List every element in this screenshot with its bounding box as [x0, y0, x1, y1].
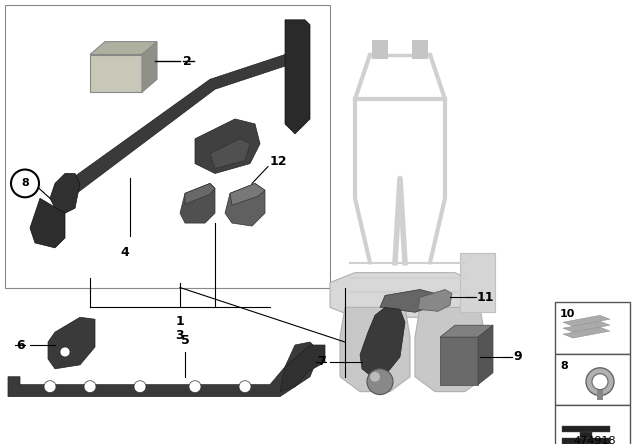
Circle shape	[239, 381, 251, 392]
Text: 12: 12	[270, 155, 287, 168]
Polygon shape	[563, 321, 610, 332]
Bar	[597, 382, 603, 400]
Text: 474918: 474918	[573, 436, 616, 446]
Circle shape	[367, 369, 393, 395]
Circle shape	[189, 381, 201, 392]
Text: 8: 8	[560, 361, 568, 371]
Text: 11: 11	[477, 291, 495, 304]
Polygon shape	[90, 42, 157, 55]
Polygon shape	[8, 342, 320, 396]
Circle shape	[370, 372, 380, 382]
Bar	[555, 302, 630, 354]
Polygon shape	[210, 139, 250, 168]
Text: 10: 10	[560, 309, 575, 319]
Text: 6: 6	[17, 339, 25, 352]
Bar	[5, 5, 330, 288]
Circle shape	[586, 368, 614, 396]
Polygon shape	[142, 42, 157, 92]
Polygon shape	[330, 273, 475, 317]
Polygon shape	[185, 183, 215, 204]
Bar	[460, 253, 495, 312]
Polygon shape	[48, 317, 95, 369]
Bar	[555, 354, 630, 405]
Polygon shape	[478, 325, 493, 385]
Text: 2: 2	[183, 55, 192, 68]
Circle shape	[11, 169, 39, 197]
Bar	[440, 337, 478, 385]
Polygon shape	[230, 183, 265, 205]
Circle shape	[60, 347, 70, 357]
Polygon shape	[225, 183, 265, 226]
Polygon shape	[30, 198, 65, 248]
Polygon shape	[563, 315, 610, 326]
Polygon shape	[180, 183, 215, 223]
Bar	[555, 405, 630, 448]
Polygon shape	[418, 289, 452, 311]
Polygon shape	[285, 20, 310, 134]
Bar	[372, 40, 388, 60]
Polygon shape	[415, 307, 485, 392]
Circle shape	[84, 381, 96, 392]
Polygon shape	[563, 327, 610, 338]
Polygon shape	[440, 325, 493, 337]
Polygon shape	[360, 307, 405, 377]
Polygon shape	[562, 426, 610, 444]
Text: 9: 9	[513, 350, 522, 363]
Polygon shape	[340, 307, 410, 392]
Polygon shape	[50, 173, 80, 213]
Text: 4: 4	[120, 246, 129, 259]
Polygon shape	[195, 119, 260, 173]
Bar	[90, 55, 142, 92]
Text: 1: 1	[175, 315, 184, 328]
Circle shape	[592, 374, 608, 390]
Circle shape	[134, 381, 146, 392]
Text: 7: 7	[317, 355, 326, 368]
Polygon shape	[55, 55, 290, 210]
Polygon shape	[380, 289, 435, 312]
Text: 3: 3	[176, 329, 184, 342]
Text: 8: 8	[21, 178, 29, 189]
Polygon shape	[280, 345, 325, 392]
Bar	[412, 40, 428, 60]
Circle shape	[44, 381, 56, 392]
Text: 5: 5	[180, 334, 189, 347]
